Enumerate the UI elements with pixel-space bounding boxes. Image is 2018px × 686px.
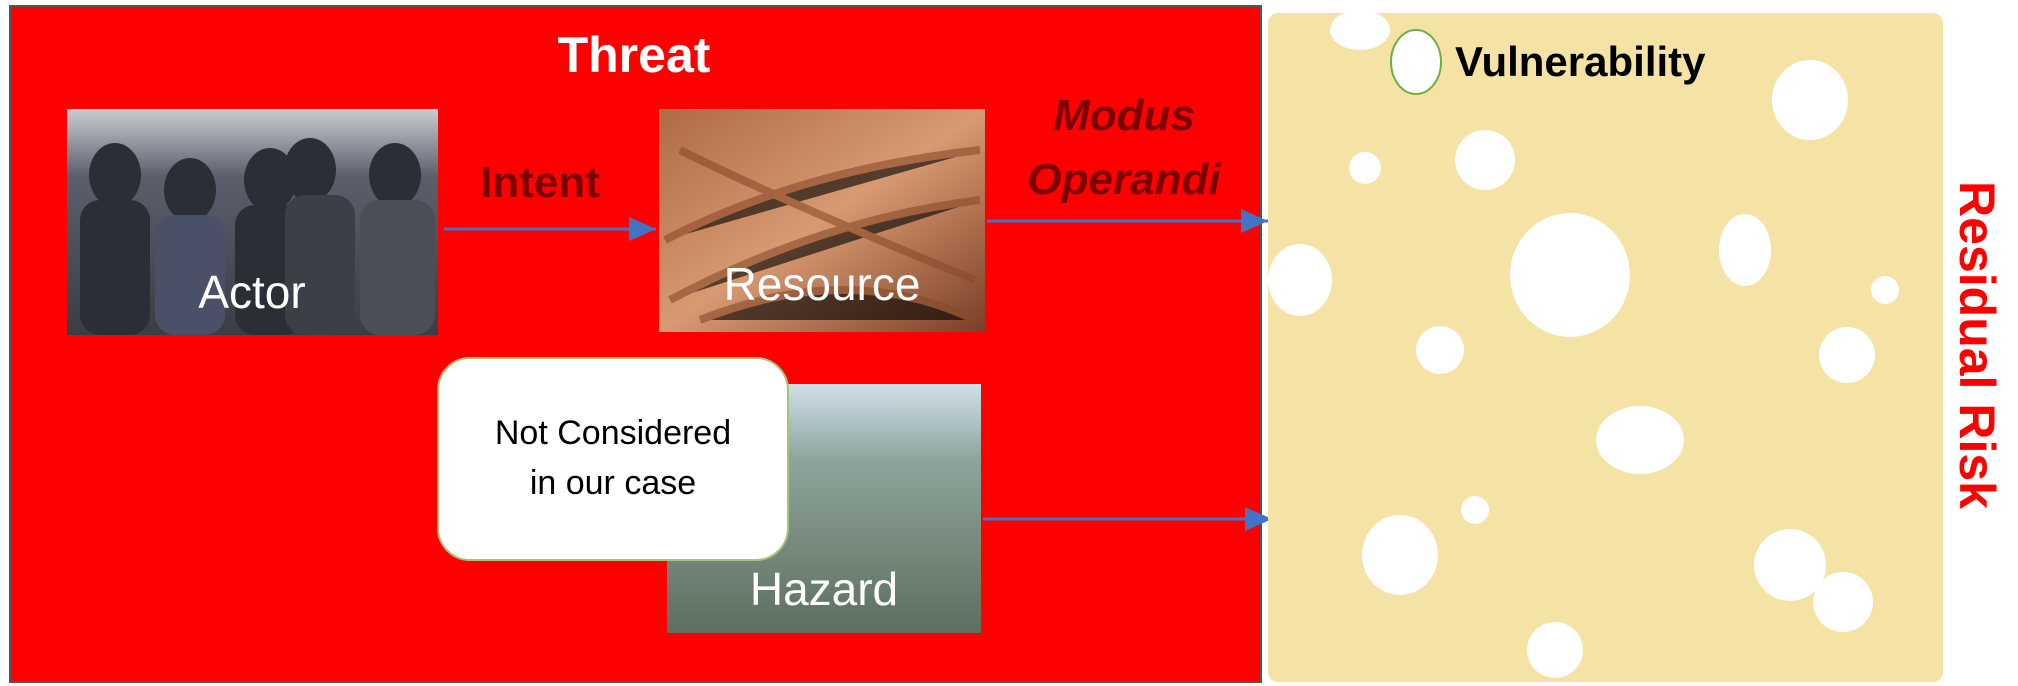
diagram: Threat Actor Intent Resource Modus Opera… xyxy=(0,0,2018,686)
modus-operandi-label: Modus xyxy=(1053,91,1195,140)
modus-operandi-label: Operandi xyxy=(1027,155,1221,204)
note-text: Not Considered xyxy=(495,414,731,452)
actor-label: Actor xyxy=(198,266,305,318)
intent-label: Intent xyxy=(480,158,600,207)
resource-label: Resource xyxy=(724,258,921,310)
note-text: in our case xyxy=(530,464,696,502)
residual-risk-label: Residual Risk xyxy=(1949,181,2005,509)
note-box xyxy=(438,358,788,560)
threat-title: Threat xyxy=(558,27,711,83)
hazard-label: Hazard xyxy=(750,563,898,615)
vulnerability-label: Vulnerability xyxy=(1455,38,1706,85)
vulnerability-icon xyxy=(1391,30,1441,94)
